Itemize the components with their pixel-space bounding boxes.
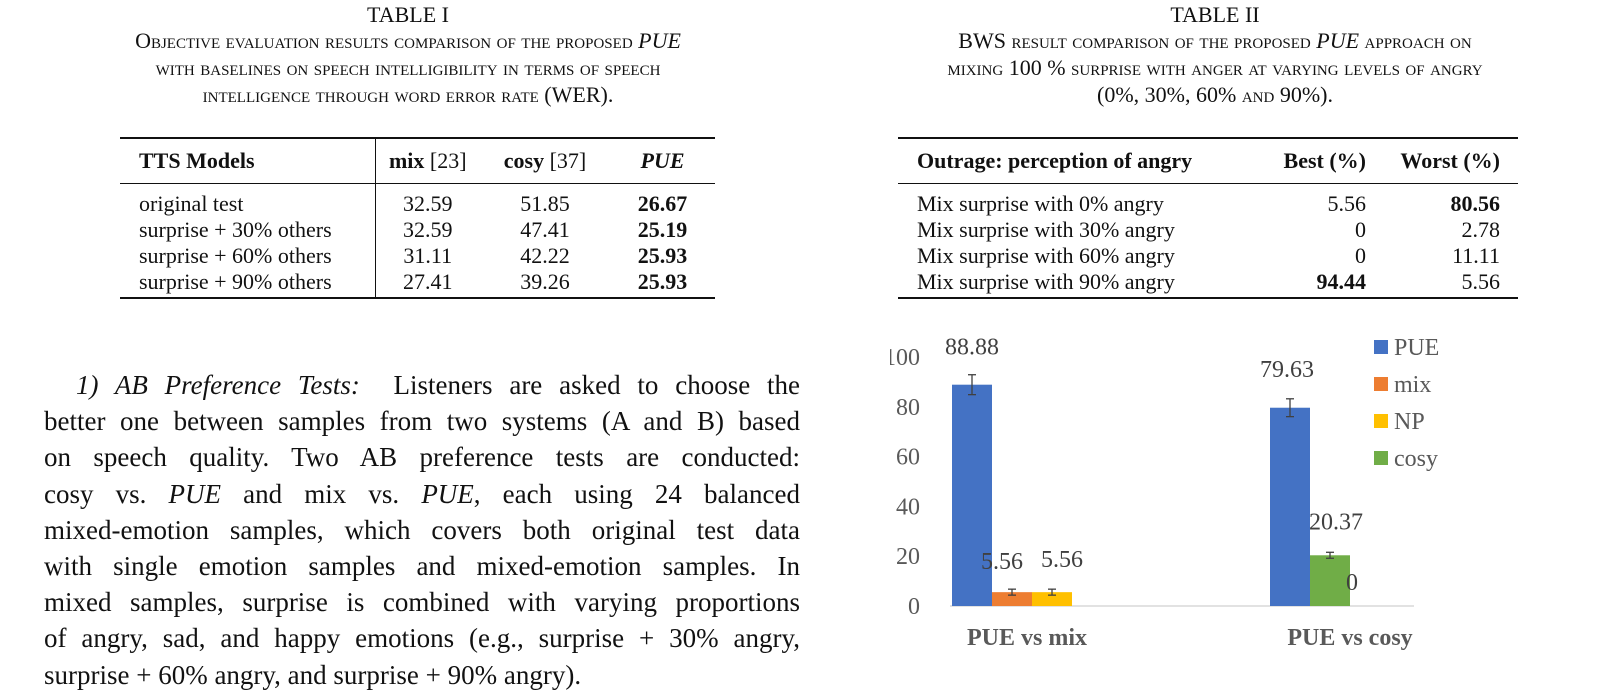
table1-cell-cosy: 47.41 bbox=[520, 217, 570, 242]
table1-title-line-1: Objective evaluation results comparison … bbox=[135, 28, 681, 53]
table1-cell-pue: 26.67 bbox=[637, 191, 688, 216]
data-label: 5.56 bbox=[1041, 547, 1083, 573]
table1-title: Objective evaluation results comparison … bbox=[40, 27, 776, 108]
table1-cell-mix: 27.41 bbox=[403, 269, 453, 294]
legend-swatch-cosy bbox=[1374, 451, 1388, 465]
table2-cell-worst: 5.56 bbox=[1461, 269, 1501, 294]
table1-cell-model: surprise + 30% others bbox=[120, 217, 376, 243]
y-tick-label: 40 bbox=[896, 494, 920, 520]
table1-cell-pue: 25.19 bbox=[637, 217, 688, 242]
x-category-label: PUE vs mix bbox=[967, 625, 1087, 651]
table2-header-row: Outrage: perception of angry Best (%) Wo… bbox=[898, 138, 1518, 184]
table-row: Mix surprise with 60% angry 0 11.11 bbox=[898, 243, 1518, 269]
table2-cell-best: 5.56 bbox=[1327, 191, 1367, 216]
table1: TTS Models mix [23] cosy [37] PUE origin… bbox=[120, 137, 715, 299]
table1-label: TABLE I bbox=[367, 2, 449, 27]
bar-np bbox=[1032, 592, 1072, 606]
paragraph-line: 1) AB Preference Tests: Listeners are as… bbox=[76, 370, 800, 400]
table2-header-worst: Worst (%) bbox=[1366, 138, 1518, 184]
legend-swatch-np bbox=[1374, 414, 1388, 428]
bar-pue bbox=[952, 384, 992, 606]
table1-cell-model: surprise + 90% others bbox=[120, 269, 376, 298]
table1-cell-cosy: 39.26 bbox=[520, 269, 570, 294]
table2-title-line-1: BWS result comparison of the proposed PU… bbox=[958, 28, 1472, 53]
paragraph-line: with single emotion samples and mixed-em… bbox=[44, 551, 800, 582]
paragraph-line: better one between samples from two syst… bbox=[44, 406, 800, 437]
table2-title-line-3: (0%, 30%, 60% and 90%). bbox=[1097, 82, 1333, 107]
ab-preference-chart: 0 20 40 60 80 100 88.88 5.56 5.56 PUE vs mix 79.63… bbox=[890, 335, 1439, 651]
data-label: 5.56 bbox=[981, 549, 1023, 575]
bar-cosy bbox=[1310, 555, 1350, 606]
table1-title-line-3: intelligence through word error rate (WE… bbox=[202, 82, 614, 107]
table2-cell-label: Mix surprise with 60% angry bbox=[917, 243, 1175, 268]
data-label: 88.88 bbox=[945, 335, 999, 361]
table2-cell-best: 0 bbox=[1355, 217, 1366, 242]
paragraph-line: cosy vs. PUE and mix vs. PUE, each using… bbox=[44, 478, 800, 509]
table2-cell-best: 0 bbox=[1355, 243, 1366, 268]
y-tick-label: 60 bbox=[896, 445, 920, 471]
table2-cell-worst: 2.78 bbox=[1461, 217, 1501, 242]
table1-header-cosy: cosy [37] bbox=[480, 138, 610, 184]
table1-header-mix: mix [23] bbox=[375, 138, 480, 184]
table1-header-models: TTS Models bbox=[120, 138, 376, 184]
table-row: surprise + 60% others 31.11 42.22 25.93 bbox=[120, 243, 715, 269]
data-label: 0 bbox=[1346, 570, 1358, 596]
legend-swatch-mix bbox=[1374, 377, 1388, 391]
legend-label-np: NP bbox=[1394, 409, 1425, 435]
section-heading: 1) AB Preference Tests: bbox=[76, 370, 360, 400]
table2-header-best: Best (%) bbox=[1246, 138, 1366, 184]
table1-cell-pue: 25.93 bbox=[637, 269, 688, 294]
paragraph-line: mixed samples, surprise is combined with… bbox=[44, 587, 800, 618]
table-row: surprise + 30% others 32.59 47.41 25.19 bbox=[120, 217, 715, 243]
y-tick-label: 80 bbox=[896, 395, 920, 421]
bar-mix bbox=[992, 592, 1032, 606]
legend-label-cosy: cosy bbox=[1394, 446, 1438, 472]
table2-cell-label: Mix surprise with 0% angry bbox=[917, 191, 1164, 216]
y-tick-label: 100 bbox=[890, 345, 920, 371]
table1-cell-mix: 32.59 bbox=[403, 217, 453, 242]
paragraph-line: of angry, sad, and happy emotions (e.g.,… bbox=[44, 623, 800, 654]
paragraph-line: surprise + 60% angry, and surprise + 90%… bbox=[44, 659, 582, 690]
table1-header-pue: PUE bbox=[610, 138, 715, 184]
table2: Outrage: perception of angry Best (%) Wo… bbox=[898, 137, 1518, 299]
legend-label-mix: mix bbox=[1394, 372, 1431, 398]
table1-header-row: TTS Models mix [23] cosy [37] PUE bbox=[120, 138, 715, 184]
table1-cell-cosy: 51.85 bbox=[520, 191, 570, 216]
x-category-label: PUE vs cosy bbox=[1287, 625, 1412, 651]
data-label: 20.37 bbox=[1309, 509, 1363, 535]
table1-cell-model: surprise + 60% others bbox=[120, 243, 376, 269]
table2-label: TABLE II bbox=[1170, 2, 1260, 27]
paragraph-line: mixed-emotion samples, which covers both… bbox=[44, 514, 800, 545]
ab-preference-paragraph: 1) AB Preference Tests: Listeners are as… bbox=[44, 367, 800, 693]
table2-cell-label: Mix surprise with 90% angry bbox=[917, 269, 1175, 294]
bar-pue bbox=[1270, 407, 1310, 606]
table-row: surprise + 90% others 27.41 39.26 25.93 bbox=[120, 269, 715, 298]
table2-title: BWS result comparison of the proposed PU… bbox=[840, 27, 1590, 108]
y-tick-label: 20 bbox=[896, 544, 920, 570]
table-row: original test 32.59 51.85 26.67 bbox=[120, 183, 715, 217]
table-row: Mix surprise with 30% angry 0 2.78 bbox=[898, 217, 1518, 243]
paragraph-line: on speech quality. Two AB preference tes… bbox=[44, 442, 800, 473]
table-row: Mix surprise with 0% angry 5.56 80.56 bbox=[898, 184, 1518, 218]
table1-cell-mix: 31.11 bbox=[403, 243, 453, 268]
table2-cell-worst: 11.11 bbox=[1452, 243, 1500, 268]
legend-label-pue: PUE bbox=[1394, 335, 1439, 361]
table1-cell-cosy: 42.22 bbox=[520, 243, 570, 268]
data-label: 79.63 bbox=[1260, 357, 1314, 383]
table2-header-label: Outrage: perception of angry bbox=[898, 138, 1246, 184]
table1-title-line-2: with baselines on speech intelligibility… bbox=[155, 55, 661, 80]
y-tick-label: 0 bbox=[908, 594, 920, 620]
table2-cell-worst: 80.56 bbox=[1450, 191, 1501, 216]
table1-cell-mix: 32.59 bbox=[403, 191, 453, 216]
table2-title-line-2: mixing 100 % surprise with anger at vary… bbox=[947, 55, 1483, 80]
legend-swatch-pue bbox=[1374, 340, 1388, 354]
table-row: Mix surprise with 90% angry 94.44 5.56 bbox=[898, 269, 1518, 298]
table1-cell-model: original test bbox=[120, 183, 376, 217]
table1-cell-pue: 25.93 bbox=[637, 243, 688, 268]
table2-cell-label: Mix surprise with 30% angry bbox=[917, 217, 1175, 242]
table2-cell-best: 94.44 bbox=[1316, 269, 1367, 294]
